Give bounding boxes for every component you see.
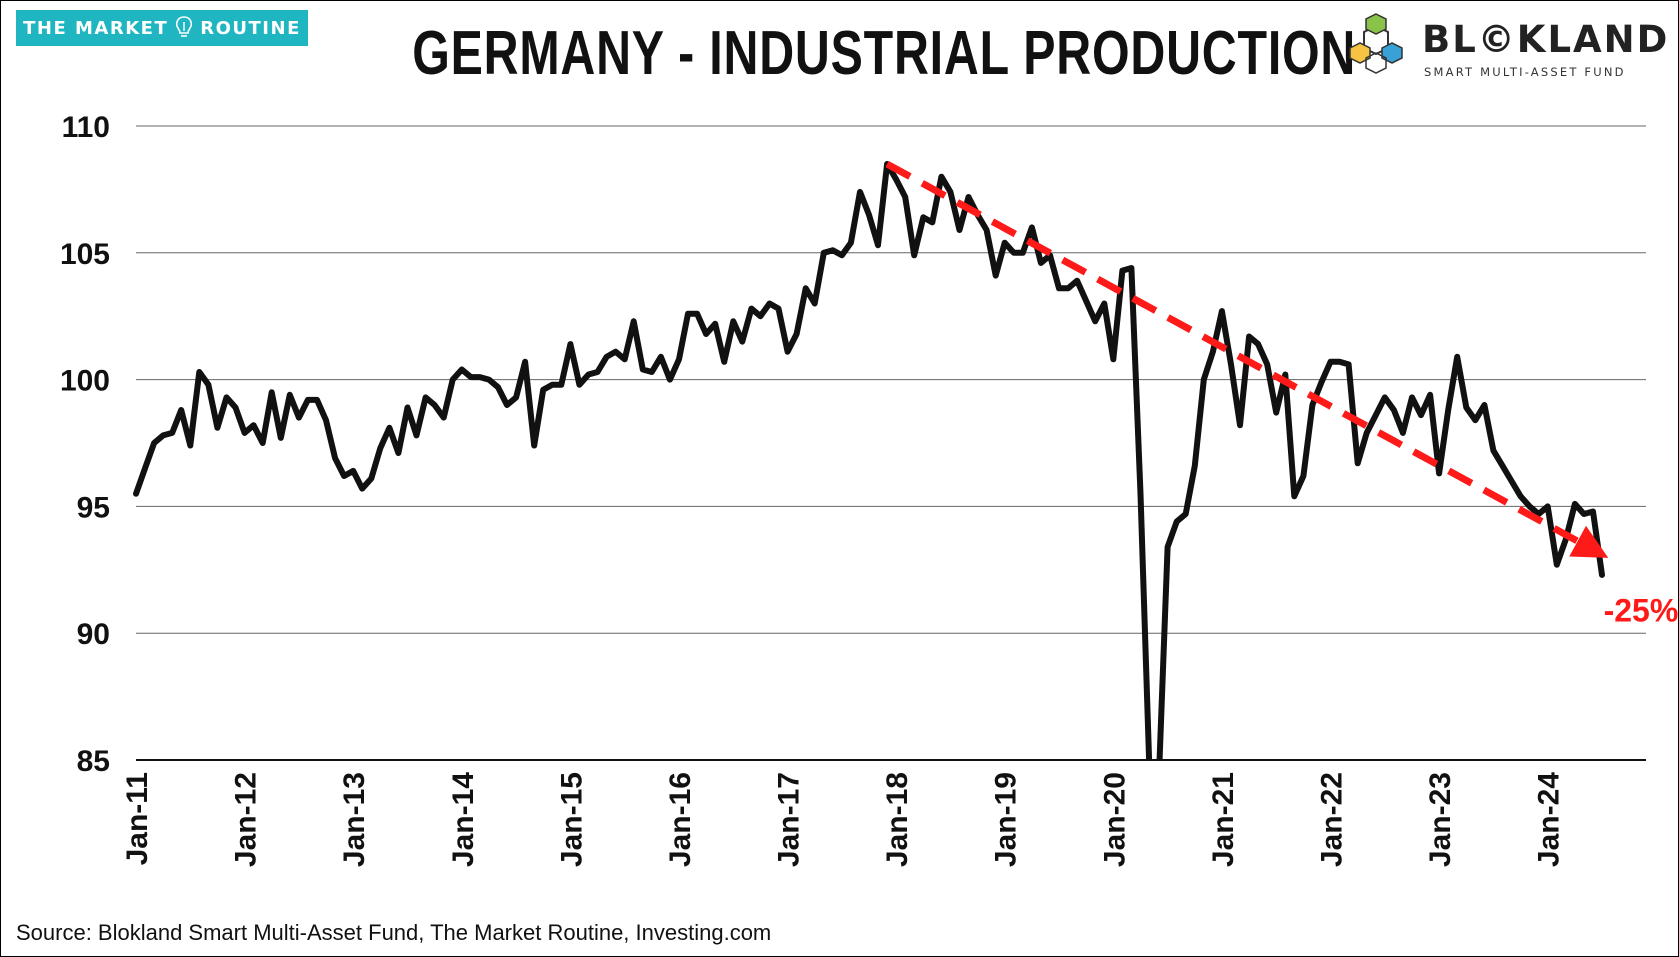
trend-label: -25% [1604, 593, 1679, 629]
x-tick-label: Jan-15 [555, 772, 588, 867]
x-tick-label: Jan-12 [230, 772, 263, 867]
y-tick-label: 85 [77, 745, 110, 778]
y-tick-label: 95 [77, 491, 110, 524]
x-tick-label: Jan-11 [121, 772, 154, 865]
x-tick-label: Jan-20 [1098, 772, 1131, 867]
y-tick-label: 110 [62, 111, 110, 144]
x-tick-label: Jan-18 [881, 772, 914, 867]
x-tick-label: Jan-17 [773, 772, 806, 867]
logo-name: BL©KLAND [1422, 18, 1670, 61]
series-line-0 [133, 161, 1605, 760]
x-tick-label: Jan-16 [664, 772, 697, 867]
y-tick-label: 105 [60, 238, 110, 271]
x-tick-label: Jan-24 [1533, 772, 1566, 867]
logo-subtitle: SMART MULTI-ASSET FUND [1424, 65, 1626, 79]
x-tick-label: Jan-14 [447, 772, 480, 867]
trend-arrow [885, 160, 1609, 558]
y-tick-label: 90 [77, 618, 110, 651]
market-routine-badge: THE MARKET ROUTINE [16, 10, 308, 46]
lightbulb-head-icon [176, 16, 193, 37]
source-note: Source: Blokland Smart Multi-Asset Fund,… [16, 920, 772, 945]
x-tick-label: Jan-13 [338, 772, 371, 867]
chart-title: GERMANY - INDUSTRIAL PRODUCTION [412, 19, 1357, 88]
x-tick-label: Jan-21 [1207, 772, 1240, 867]
badge-text-right: ROUTINE [200, 17, 301, 39]
badge-text-left: THE MARKET [23, 17, 169, 39]
x-tick-label: Jan-22 [1316, 772, 1349, 867]
x-tick-label: Jan-19 [990, 772, 1023, 867]
y-tick-label: 100 [60, 365, 110, 398]
x-tick-label: Jan-23 [1424, 772, 1457, 867]
cube-logo-icon [1349, 13, 1403, 74]
blokland-logo: BL©KLAND SMART MULTI-ASSET FUND [1340, 12, 1670, 82]
